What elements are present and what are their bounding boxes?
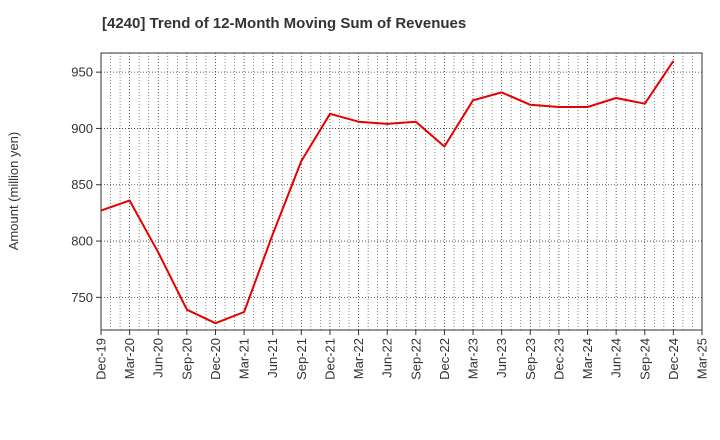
chart-title: [4240] Trend of 12-Month Moving Sum of R…: [102, 15, 467, 32]
x-tick-label: Jun-23: [494, 338, 509, 378]
y-tick-label: 950: [71, 65, 93, 80]
y-tick-label: 900: [71, 121, 93, 136]
x-tick-label: Dec-21: [322, 338, 337, 380]
x-tick-label: Mar-22: [351, 338, 366, 379]
series-layer: [100, 60, 675, 325]
x-tick-label: Dec-19: [94, 338, 109, 380]
series-line: [100, 60, 675, 325]
y-tick-label: 750: [71, 290, 93, 305]
x-tick-label: Mar-23: [466, 338, 481, 379]
plot-area-frame: [100, 52, 703, 331]
x-tick-label: Sep-24: [637, 338, 652, 380]
y-tick-label: 800: [71, 234, 93, 249]
x-tick-label: Dec-20: [208, 338, 223, 380]
y-axis: 750 800 850 900 950: [71, 65, 101, 305]
x-tick-label: Mar-24: [580, 338, 595, 379]
x-tick-label: Dec-22: [437, 338, 452, 380]
x-tick-label: Sep-22: [408, 338, 423, 380]
x-tick-label: Mar-20: [122, 338, 137, 379]
y-tick-label: 850: [71, 177, 93, 192]
x-tick-label: Dec-23: [551, 338, 566, 380]
x-tick-label: Jun-22: [380, 338, 395, 378]
x-tick-label: Sep-20: [179, 338, 194, 380]
x-tick-label: Mar-21: [237, 338, 252, 379]
x-tick-label: Sep-21: [294, 338, 309, 380]
x-tick-label: Dec-24: [666, 338, 681, 380]
x-tick-label: Mar-25: [695, 338, 710, 379]
x-axis: Dec-19 Mar-20 Jun-20 Sep-20 Dec-20 Mar-21 Jun-…: [94, 330, 710, 380]
x-tick-label: Jun-20: [151, 338, 166, 378]
x-tick-label: Jun-21: [265, 338, 280, 378]
x-tick-label: Sep-23: [523, 338, 538, 380]
x-tick-label: Jun-24: [609, 338, 624, 378]
grid-layer: [101, 53, 702, 330]
y-axis-title: Amount (million yen): [6, 132, 21, 251]
